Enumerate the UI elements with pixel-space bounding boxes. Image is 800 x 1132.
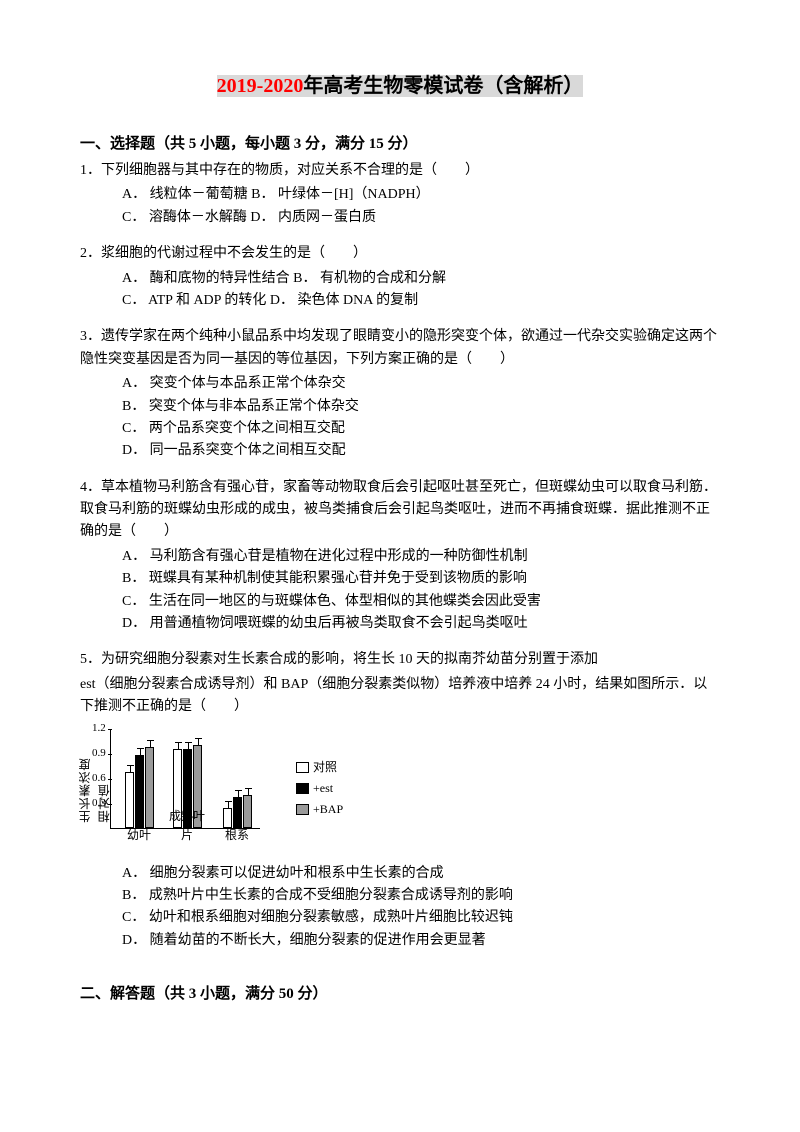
q1-opts-cd: C． 溶酶体－水解酶 D． 内质网－蛋白质 bbox=[122, 207, 720, 229]
q5-stem2: est（细胞分裂素合成诱导剂）和 BAP（细胞分裂素类似物）培养液中培养 24 … bbox=[80, 674, 720, 719]
error-cap bbox=[175, 742, 182, 743]
error-cap bbox=[225, 801, 232, 802]
error-bar bbox=[228, 802, 229, 808]
q3-opt-a: A． 突变个体与本品系正常个体杂交 bbox=[122, 373, 720, 395]
error-bar bbox=[188, 743, 189, 749]
q5-opt-d: D． 随着幼苗的不断长大，细胞分裂素的促进作用会更显著 bbox=[122, 930, 720, 952]
q5-stem1: 5．为研究细胞分裂素对生长素合成的影响，将生长 10 天的拟南芥幼苗分别置于添加 bbox=[80, 649, 720, 671]
plot-area: 幼叶成熟叶片根系 bbox=[110, 729, 260, 829]
error-cap bbox=[127, 765, 134, 766]
q1-stem: 1．下列细胞器与其中存在的物质，对应关系不合理的是（ ） bbox=[80, 160, 720, 182]
q4-stem: 4．草本植物马利筋含有强心苷，家畜等动物取食后会引起呕吐甚至死亡，但斑蝶幼虫可以… bbox=[80, 477, 720, 544]
title-rest: 年高考生物零模试卷（含解析） bbox=[303, 75, 583, 97]
question-5: 5．为研究细胞分裂素对生长素合成的影响，将生长 10 天的拟南芥幼苗分别置于添加… bbox=[80, 649, 720, 952]
x-category-label: 幼叶 bbox=[119, 826, 159, 845]
error-bar bbox=[178, 743, 179, 749]
error-cap bbox=[235, 790, 242, 791]
q3-opt-d: D． 同一品系突变个体之间相互交配 bbox=[122, 440, 720, 462]
legend-swatch bbox=[296, 762, 309, 773]
question-4: 4．草本植物马利筋含有强心苷，家畜等动物取食后会引起呕吐甚至死亡，但斑蝶幼虫可以… bbox=[80, 477, 720, 636]
title-year: 2019-2020 bbox=[217, 75, 304, 97]
section1-heading: 一、选择题（共 5 小题，每小题 3 分，满分 15 分） bbox=[80, 132, 720, 156]
q1-options: A． 线粒体－葡萄糖 B． 叶绿体－[H]（NADPH） C． 溶酶体－水解酶 … bbox=[80, 184, 720, 229]
q5-opt-b: B． 成熟叶片中生长素的合成不受细胞分裂素合成诱导剂的影响 bbox=[122, 885, 720, 907]
q3-stem: 3．遗传学家在两个纯种小鼠品系中均发现了眼睛变小的隐形突变个体，欲通过一代杂交实… bbox=[80, 326, 720, 371]
q2-opts-ab: A． 酶和底物的特异性结合 B． 有机物的合成和分解 bbox=[122, 268, 720, 290]
question-2: 2．浆细胞的代谢过程中不会发生的是（ ） A． 酶和底物的特异性结合 B． 有机… bbox=[80, 243, 720, 312]
legend-swatch bbox=[296, 804, 309, 815]
bar bbox=[233, 797, 242, 828]
q4-opt-b: B． 斑蝶具有某种机制使其能积累强心苷并免于受到该物质的影响 bbox=[122, 568, 720, 590]
q2-stem: 2．浆细胞的代谢过程中不会发生的是（ ） bbox=[80, 243, 720, 265]
q4-opt-a: A． 马利筋含有强心苷是植物在进化过程中形成的一种防御性机制 bbox=[122, 546, 720, 568]
bar bbox=[145, 747, 154, 828]
q5-options: A． 细胞分裂素可以促进幼叶和根系中生长素的合成 B． 成熟叶片中生长素的合成不… bbox=[80, 863, 720, 953]
legend-label: 对照 bbox=[313, 758, 337, 777]
section2-heading: 二、解答题（共 3 小题，满分 50 分） bbox=[80, 982, 720, 1006]
q3-options: A． 突变个体与本品系正常个体杂交 B． 突变个体与非本品系正常个体杂交 C． … bbox=[80, 373, 720, 463]
bar bbox=[243, 795, 252, 827]
error-cap bbox=[245, 788, 252, 789]
x-category-label: 成熟叶片 bbox=[167, 807, 207, 845]
bar bbox=[135, 755, 144, 828]
error-bar bbox=[130, 766, 131, 772]
error-bar bbox=[248, 789, 249, 795]
x-category-label: 根系 bbox=[217, 826, 257, 845]
q3-opt-c: C． 两个品系突变个体之间相互交配 bbox=[122, 418, 720, 440]
error-cap bbox=[147, 740, 154, 741]
q2-opts-cd: C． ATP 和 ADP 的转化 D． 染色体 DNA 的复制 bbox=[122, 290, 720, 312]
error-cap bbox=[137, 748, 144, 749]
q1-opts-ab: A． 线粒体－葡萄糖 B． 叶绿体－[H]（NADPH） bbox=[122, 184, 720, 206]
legend-item: +est bbox=[296, 779, 343, 798]
y-tick-label: 0.3 bbox=[92, 795, 106, 813]
q2-options: A． 酶和底物的特异性结合 B． 有机物的合成和分解 C． ATP 和 ADP … bbox=[80, 268, 720, 313]
bar bbox=[223, 808, 232, 827]
legend-swatch bbox=[296, 783, 309, 794]
q4-opt-c: C． 生活在同一地区的与斑蝶体色、体型相似的其他蝶类会因此受害 bbox=[122, 591, 720, 613]
q5-opt-a: A． 细胞分裂素可以促进幼叶和根系中生长素的合成 bbox=[122, 863, 720, 885]
error-bar bbox=[150, 741, 151, 747]
q3-opt-b: B． 突变个体与非本品系正常个体杂交 bbox=[122, 396, 720, 418]
legend-item: 对照 bbox=[296, 758, 343, 777]
error-cap bbox=[185, 742, 192, 743]
legend-label: +BAP bbox=[313, 800, 343, 819]
chart-legend: 对照 +est +BAP bbox=[296, 758, 343, 822]
legend-item: +BAP bbox=[296, 800, 343, 819]
q5-opt-c: C． 幼叶和根系细胞对细胞分裂素敏感，成熟叶片细胞比较迟钝 bbox=[122, 907, 720, 929]
question-1: 1．下列细胞器与其中存在的物质，对应关系不合理的是（ ） A． 线粒体－葡萄糖 … bbox=[80, 160, 720, 229]
legend-label: +est bbox=[313, 779, 333, 798]
error-cap bbox=[195, 738, 202, 739]
page-title: 2019-2020年高考生物零模试卷（含解析） bbox=[80, 70, 720, 102]
y-tick-label: 0.6 bbox=[92, 770, 106, 788]
error-bar bbox=[238, 791, 239, 797]
q5-chart-row: 生长素浓度相对值 1.20.90.60.3 幼叶成熟叶片根系 对照+est+BA… bbox=[80, 725, 720, 855]
y-tick-label: 0.9 bbox=[92, 745, 106, 763]
y-tick-label: 1.2 bbox=[92, 720, 106, 738]
question-3: 3．遗传学家在两个纯种小鼠品系中均发现了眼睛变小的隐形突变个体，欲通过一代杂交实… bbox=[80, 326, 720, 462]
bar-chart: 生长素浓度相对值 1.20.90.60.3 幼叶成熟叶片根系 bbox=[80, 725, 270, 855]
q4-options: A． 马利筋含有强心苷是植物在进化过程中形成的一种防御性机制 B． 斑蝶具有某种… bbox=[80, 546, 720, 636]
error-bar bbox=[198, 739, 199, 745]
error-bar bbox=[140, 749, 141, 755]
q4-opt-d: D． 用普通植物饲喂斑蝶的幼虫后再被鸟类取食不会引起鸟类呕吐 bbox=[122, 613, 720, 635]
bar bbox=[125, 772, 134, 827]
